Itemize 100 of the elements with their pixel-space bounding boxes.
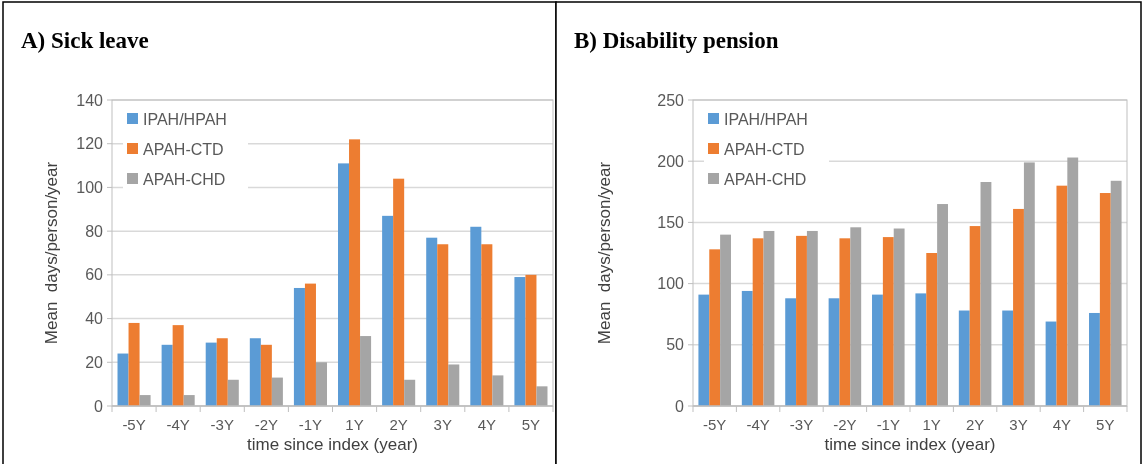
y-tick-label: 80 bbox=[85, 222, 104, 240]
y-tick-label: 120 bbox=[76, 135, 104, 153]
x-tick-label: 2Y bbox=[965, 416, 985, 433]
bar bbox=[338, 163, 350, 406]
y-tick-label: 40 bbox=[85, 310, 104, 328]
y-axis-title: Mean days/person/year bbox=[42, 161, 61, 345]
x-tick-label: -1Y bbox=[298, 416, 323, 433]
bar bbox=[227, 379, 239, 406]
bar bbox=[216, 338, 228, 406]
chart-title: B) Disability pension bbox=[574, 28, 779, 53]
bar bbox=[128, 322, 140, 406]
x-tick-label: -3Y bbox=[210, 416, 234, 433]
bar bbox=[1045, 321, 1057, 406]
legend-label: APAH-CTD bbox=[724, 140, 805, 158]
y-tick-label: 200 bbox=[657, 152, 685, 170]
bar bbox=[382, 215, 394, 406]
y-tick-label: 20 bbox=[85, 353, 104, 371]
bar bbox=[360, 336, 372, 406]
bar bbox=[741, 290, 753, 406]
x-tick-label: -4Y bbox=[166, 416, 190, 433]
bar bbox=[525, 274, 537, 406]
x-tick-label: 5Y bbox=[521, 416, 541, 433]
bar bbox=[183, 395, 195, 406]
y-tick-label: 250 bbox=[657, 91, 685, 109]
x-tick-label: -2Y bbox=[833, 416, 857, 433]
bar bbox=[404, 379, 416, 406]
bar bbox=[117, 353, 129, 406]
bar bbox=[349, 139, 361, 406]
bar bbox=[882, 237, 894, 406]
x-tick-label: -2Y bbox=[254, 416, 279, 433]
bar bbox=[139, 395, 151, 406]
y-tick-label: 60 bbox=[85, 266, 104, 284]
bar bbox=[172, 325, 184, 406]
bar bbox=[850, 227, 862, 406]
bar bbox=[426, 237, 438, 406]
bar bbox=[304, 283, 316, 406]
bar bbox=[926, 253, 938, 406]
bar bbox=[1089, 312, 1100, 406]
bar bbox=[271, 377, 283, 406]
legend-label: IPAH/HPAH bbox=[724, 110, 808, 128]
bar bbox=[437, 244, 449, 406]
x-tick-label: -5Y bbox=[122, 416, 146, 433]
bar bbox=[709, 249, 721, 406]
y-tick-label: 0 bbox=[675, 397, 685, 415]
x-axis-title: time since index (year) bbox=[246, 435, 419, 454]
bar bbox=[536, 386, 548, 406]
legend-label: APAH-CHD bbox=[724, 170, 807, 188]
bar bbox=[796, 235, 807, 406]
x-tick-label: -1Y bbox=[876, 416, 900, 433]
bar bbox=[828, 298, 840, 406]
bar bbox=[448, 364, 460, 406]
bar bbox=[872, 294, 883, 406]
y-tick-label: 50 bbox=[666, 336, 685, 354]
y-tick-label: 100 bbox=[657, 275, 685, 293]
bar bbox=[1002, 310, 1014, 406]
legend-label: IPAH/HPAH bbox=[143, 110, 227, 128]
bar bbox=[698, 294, 710, 406]
bar bbox=[492, 375, 504, 406]
x-tick-label: 4Y bbox=[1052, 416, 1072, 433]
bar bbox=[893, 228, 905, 406]
x-tick-label: 1Y bbox=[922, 416, 941, 433]
x-tick-label: -5Y bbox=[703, 416, 727, 433]
bar bbox=[1056, 185, 1068, 406]
x-tick-label: 5Y bbox=[1096, 416, 1115, 433]
bar bbox=[481, 244, 493, 406]
bar bbox=[260, 344, 272, 406]
x-tick-label: 3Y bbox=[1009, 416, 1028, 433]
bar bbox=[839, 238, 851, 406]
y-tick-label: 100 bbox=[76, 179, 104, 197]
bar bbox=[806, 230, 818, 406]
bar bbox=[937, 204, 948, 406]
bar bbox=[980, 182, 992, 406]
x-tick-label: 2Y bbox=[389, 416, 408, 433]
x-tick-label: 3Y bbox=[433, 416, 452, 433]
bar bbox=[720, 234, 731, 406]
bar bbox=[958, 310, 970, 406]
bar bbox=[1099, 193, 1111, 406]
bar bbox=[1110, 180, 1122, 406]
bar bbox=[752, 238, 764, 406]
y-tick-label: 140 bbox=[76, 91, 104, 109]
bar bbox=[249, 338, 261, 406]
x-tick-label: -3Y bbox=[789, 416, 814, 433]
y-tick-label: 150 bbox=[657, 214, 685, 231]
bar bbox=[293, 287, 305, 406]
bar bbox=[785, 298, 797, 406]
y-axis-title: Mean days/person/year bbox=[595, 161, 614, 345]
bar bbox=[1013, 208, 1024, 406]
bar bbox=[393, 178, 405, 406]
legend-label: APAH-CHD bbox=[143, 170, 226, 188]
bar bbox=[205, 342, 217, 406]
y-tick-label: 0 bbox=[94, 397, 104, 415]
bar bbox=[1023, 162, 1035, 406]
bar bbox=[161, 344, 173, 406]
bar bbox=[915, 293, 927, 406]
x-axis-title: time since index (year) bbox=[824, 435, 996, 454]
x-tick-label: 4Y bbox=[477, 416, 497, 433]
x-tick-label: 1Y bbox=[345, 416, 364, 433]
bar bbox=[514, 277, 526, 406]
chart-title: A) Sick leave bbox=[21, 28, 149, 53]
bar bbox=[470, 226, 482, 406]
